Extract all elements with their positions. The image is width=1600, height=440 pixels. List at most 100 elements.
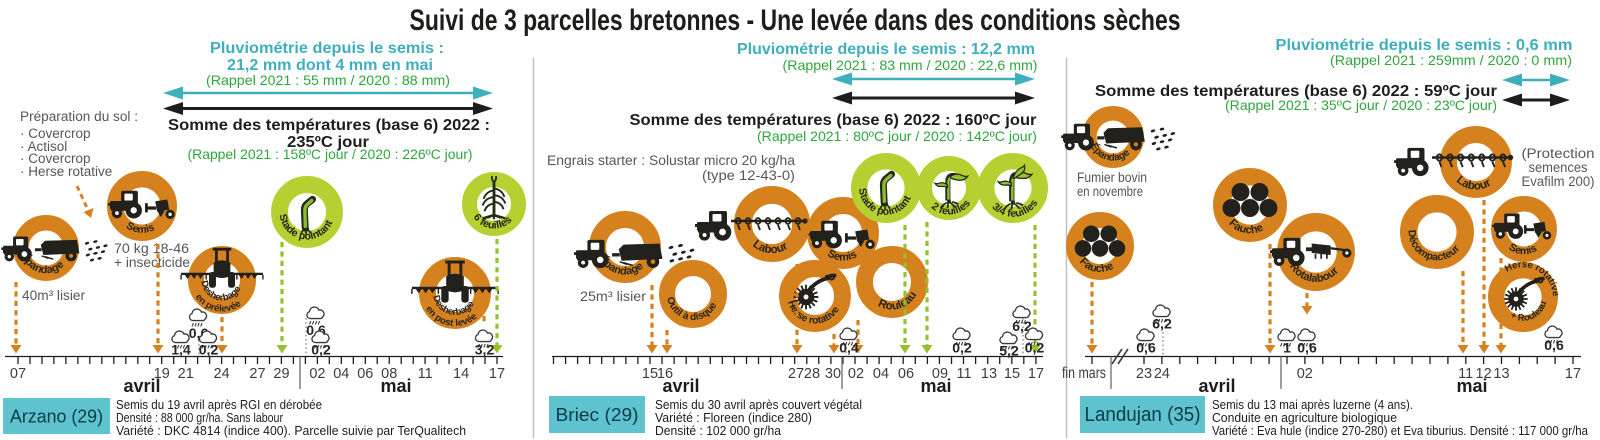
svg-text:Préparation du sol :: Préparation du sol : [20,109,138,124]
svg-text:· Herse rotative: · Herse rotative [20,164,112,179]
svg-text:Pluviométrie depuis le semis :: Pluviométrie depuis le semis : 0,6 mm [1276,37,1573,54]
svg-text:Engrais starter : Solustar mic: Engrais starter : Solustar micro 20 kg/h… [547,153,795,168]
svg-text:24: 24 [1154,366,1170,382]
svg-text:13: 13 [981,366,997,382]
svg-text:Evafilm 200): Evafilm 200) [1522,174,1595,189]
svg-text:avril: avril [662,376,699,396]
svg-text:29: 29 [273,366,289,382]
svg-text:11: 11 [418,366,433,382]
svg-text:02: 02 [309,366,325,382]
svg-text:Variété : Floreen (indice 280): Variété : Floreen (indice 280) [655,410,812,425]
svg-text:Arzano (29): Arzano (29) [10,407,103,427]
svg-text:17: 17 [1028,366,1044,382]
svg-text:0,2: 0,2 [199,342,219,358]
svg-text:· Covercrop: · Covercrop [20,126,91,141]
svg-text:06: 06 [898,366,914,382]
svg-text:mai: mai [1456,376,1487,396]
svg-text:(Rappel 2021 : 80ºC jour / 202: (Rappel 2021 : 80ºC jour / 2020 : 142ºC … [757,128,1037,144]
svg-text:en novembre: en novembre [1077,184,1143,199]
svg-text:19: 19 [154,366,170,382]
svg-text:6,2: 6,2 [1152,316,1172,332]
svg-text:1: 1 [1283,340,1291,356]
svg-text:Briec (29): Briec (29) [556,405,639,425]
svg-text:21: 21 [178,366,194,382]
svg-text:mai: mai [380,376,411,396]
svg-text:0,2: 0,2 [311,342,331,358]
svg-text:28: 28 [804,366,820,382]
svg-text:· Covercrop: · Covercrop [20,151,91,166]
svg-text:40m³ lisier: 40m³ lisier [22,288,86,303]
svg-text:04: 04 [873,366,889,382]
svg-text:Somme des températures (base 6: Somme des températures (base 6) 2022 : 5… [1095,83,1497,100]
svg-text:mai: mai [920,376,951,396]
svg-text:6,2: 6,2 [1012,318,1032,334]
svg-text:11: 11 [1458,366,1473,382]
svg-text:Landujan (35): Landujan (35) [1085,404,1201,426]
svg-text:0,6: 0,6 [1544,337,1564,353]
svg-text:Pluviométrie depuis le semis :: Pluviométrie depuis le semis : 12,2 mm [737,41,1035,58]
svg-text:· Actisol: · Actisol [20,139,67,154]
svg-text:Pluviométrie depuis le semis :: Pluviométrie depuis le semis : [210,40,444,57]
svg-text:21,2 mm dont 4 mm en mai: 21,2 mm dont 4 mm en mai [227,57,433,74]
svg-text:Semis du 19 avril après RGI en: Semis du 19 avril après RGI en dérobée [116,397,322,412]
svg-text:fin mars: fin mars [1062,365,1106,382]
svg-text:1,4: 1,4 [171,342,191,358]
svg-text:(Rappel 2021 : 35ºC jour / 202: (Rappel 2021 : 35ºC jour / 2020 : 23ºC j… [1225,97,1497,113]
svg-text:25m³ lisier: 25m³ lisier [580,289,647,304]
svg-text:(Rappel 2021 : 83 mm / 2020 :: (Rappel 2021 : 83 mm / 2020 : 22,6 mm) [783,57,1038,73]
svg-text:Somme des températures (base 6: Somme des températures (base 6) 2022 : 1… [630,112,1037,129]
svg-text:(Rappel 2021 : 259mm / 2020 :: (Rappel 2021 : 259mm / 2020 : 0 mm) [1330,52,1572,68]
svg-text:Variété : Eva hule (indice 270: Variété : Eva hule (indice 270-280) et E… [1212,423,1589,438]
svg-text:02: 02 [848,366,864,382]
svg-text:Semis: Semis [1506,241,1539,258]
svg-text:Semis du 30 avril après couver: Semis du 30 avril après couvert végétal [655,397,862,412]
svg-text:0,4: 0,4 [839,340,859,356]
svg-text:Densité : 102 000 gr/ha: Densité : 102 000 gr/ha [655,423,782,438]
svg-text:3,2: 3,2 [475,342,495,358]
svg-text:Semis: Semis [124,219,157,237]
svg-text:07: 07 [10,366,26,382]
svg-text:13: 13 [1493,366,1509,382]
svg-text:70 kg 18-46: 70 kg 18-46 [114,241,189,256]
svg-text:0,6: 0,6 [1297,340,1317,356]
svg-text:(Rappel 2021 : 158ºC jour / 20: (Rappel 2021 : 158ºC jour / 2020 : 226ºC… [188,146,473,162]
svg-text:Densité : 88 000 gr/ha. Sans l: Densité : 88 000 gr/ha. Sans labour [116,410,284,425]
svg-text:Semis: Semis [825,247,859,264]
svg-text:09: 09 [932,366,948,382]
svg-text:0,6: 0,6 [1136,340,1156,356]
svg-text:11: 11 [956,366,971,382]
svg-text:30: 30 [825,366,841,382]
svg-text:14: 14 [453,366,469,382]
svg-text:15: 15 [1004,366,1020,382]
svg-text:(Rappel 2021 : 55 mm / 2020 :: (Rappel 2021 : 55 mm / 2020 : 88 mm) [206,72,450,88]
svg-text:Labour: Labour [750,238,791,258]
svg-text:12: 12 [1476,366,1492,382]
svg-text:27: 27 [249,366,265,382]
svg-text:Somme des températures (base 6: Somme des températures (base 6) 2022 : [168,117,490,134]
svg-text:27: 27 [788,366,804,382]
svg-text:avril: avril [123,376,160,396]
svg-text:06: 06 [357,366,373,382]
svg-text:semences: semences [1529,160,1588,175]
svg-text:avril: avril [1198,376,1235,396]
svg-text:23: 23 [1136,366,1152,382]
svg-text:04: 04 [333,366,349,382]
svg-text:24: 24 [214,366,230,382]
svg-text:0,2: 0,2 [1025,340,1045,356]
svg-text:17: 17 [1565,366,1581,382]
svg-text:235ºC jour: 235ºC jour [287,134,369,151]
svg-text:15: 15 [642,366,658,382]
svg-text:(type 12-43-0): (type 12-43-0) [702,168,795,183]
svg-text:08: 08 [381,366,397,382]
svg-text:Semis du 13 mai après luzerne: Semis du 13 mai après luzerne (4 ans). [1212,397,1413,412]
svg-text:Conduite en agriculture biolog: Conduite en agriculture biologique [1212,410,1397,425]
svg-text:02: 02 [1297,366,1313,382]
svg-text:5,2: 5,2 [999,343,1019,359]
svg-text:+ insecticide: + insecticide [114,255,190,270]
svg-text:Variété : DKC 4814 (indice 400: Variété : DKC 4814 (indice 400). Parcell… [116,423,466,438]
svg-text:(Protection: (Protection [1522,146,1595,161]
svg-text:16: 16 [657,366,673,382]
svg-text:Suivi de 3 parcelles bretonnes: Suivi de 3 parcelles bretonnes - Une lev… [410,4,1181,37]
svg-text:17: 17 [489,366,505,382]
svg-text:0,2: 0,2 [952,340,972,356]
